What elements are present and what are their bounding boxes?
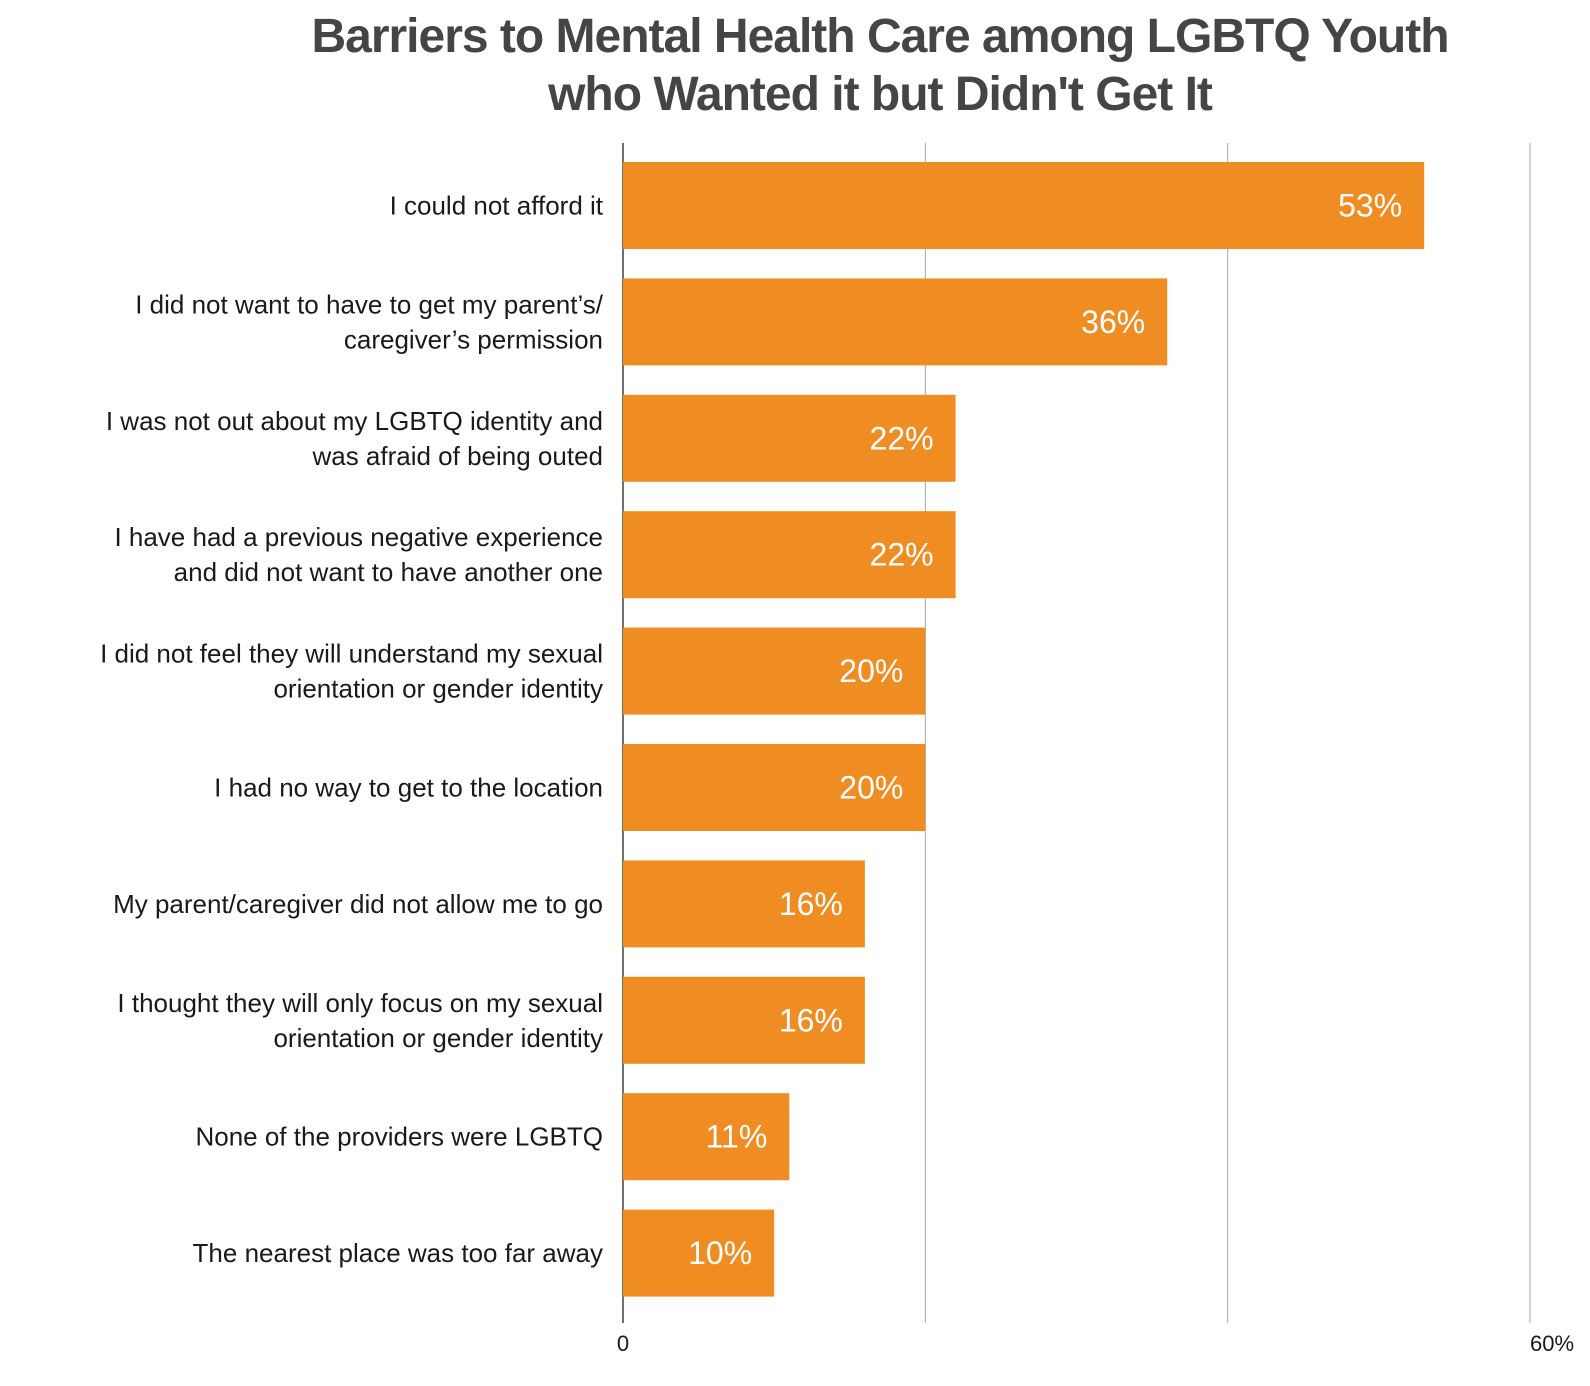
value-label: 16% bbox=[779, 886, 843, 922]
category-label: The nearest place was too far away bbox=[193, 1238, 603, 1268]
category-labels: I could not afford it I did not want to h… bbox=[100, 191, 604, 1269]
value-label: 20% bbox=[839, 770, 903, 806]
tick-label: 0 bbox=[617, 1331, 629, 1356]
bar bbox=[623, 1209, 775, 1297]
tick-label: 60% bbox=[1530, 1331, 1574, 1356]
category-label: I thought they will only focus on my sex… bbox=[117, 988, 603, 1018]
bar bbox=[623, 860, 865, 948]
chart-title-line-2: who Wanted it but Didn't Get It bbox=[548, 68, 1213, 121]
category-label: and did not want to have another one bbox=[174, 557, 603, 587]
value-label: 22% bbox=[870, 537, 934, 573]
value-label: 10% bbox=[688, 1235, 752, 1271]
bars bbox=[623, 162, 1425, 1297]
bar bbox=[623, 511, 956, 599]
category-label: I have had a previous negative experienc… bbox=[114, 522, 603, 552]
category-label: was afraid of being outed bbox=[311, 441, 603, 471]
value-label: 22% bbox=[870, 420, 934, 456]
value-labels: 53% 36% 22% 22% 20% 20% 16% 16% 11% 10% bbox=[688, 188, 1402, 1272]
category-label: orientation or gender identity bbox=[273, 674, 603, 704]
value-label: 53% bbox=[1338, 188, 1402, 224]
value-label: 20% bbox=[839, 653, 903, 689]
bar bbox=[623, 976, 865, 1064]
bar bbox=[623, 1093, 790, 1181]
value-label: 16% bbox=[779, 1002, 843, 1038]
category-label: orientation or gender identity bbox=[273, 1023, 603, 1053]
bar bbox=[623, 162, 1425, 249]
category-label: I did not want to have to get my parent’… bbox=[135, 289, 604, 319]
chart-title-line-1: Barriers to Mental Health Care among LGB… bbox=[311, 10, 1449, 63]
bar bbox=[623, 627, 926, 715]
category-label: caregiver’s permission bbox=[344, 324, 603, 354]
chart-title: Barriers to Mental Health Care among LGB… bbox=[0, 8, 1590, 124]
bar bbox=[623, 278, 1168, 366]
x-axis-ticks: 0 60% bbox=[617, 1331, 1574, 1356]
bar bbox=[623, 394, 956, 482]
category-label: I did not feel they will understand my s… bbox=[100, 639, 603, 669]
bar bbox=[623, 744, 926, 831]
category-label: I had no way to get to the location bbox=[214, 773, 603, 803]
category-label: My parent/caregiver did not allow me to … bbox=[113, 889, 603, 919]
category-label: I was not out about my LGBTQ identity an… bbox=[106, 406, 603, 436]
category-label: I could not afford it bbox=[390, 191, 604, 221]
category-label: None of the providers were LGBTQ bbox=[195, 1122, 603, 1152]
value-label: 11% bbox=[706, 1119, 768, 1155]
value-label: 36% bbox=[1081, 304, 1145, 340]
